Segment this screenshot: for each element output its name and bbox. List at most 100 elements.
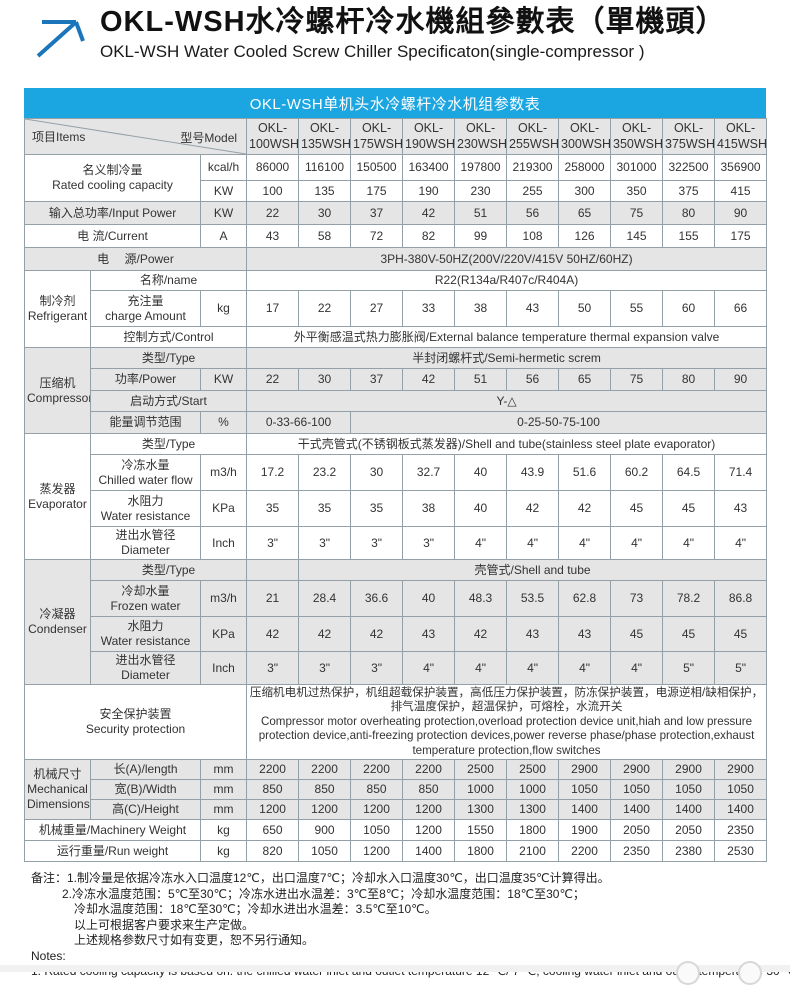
unit-cell: KW	[199, 201, 248, 225]
value-cell: 2200	[350, 759, 404, 781]
value-cell: 2900	[662, 759, 716, 781]
row-label: 长(A)/length	[90, 759, 201, 781]
value-cell: 35	[246, 490, 300, 527]
value-cell: 230	[454, 180, 508, 202]
energy-range-low: 0-33-66-100	[246, 411, 352, 434]
bottom-strip	[0, 961, 790, 985]
evaporator-type-value: 干式壳管式(不锈钢板式蒸发器)/Shell and tube(stainless…	[246, 433, 768, 455]
model-header-cell: OKL- 255WSH	[506, 118, 560, 155]
row-label: 进出水管径 Diameter	[90, 526, 201, 560]
value-cell: 1300	[506, 799, 560, 821]
value-cell: 1800	[454, 840, 508, 863]
value-cell: 1400	[402, 840, 456, 863]
value-cell: 1050	[662, 779, 716, 801]
value-cell: 1050	[298, 840, 352, 863]
value-cell: 42	[246, 616, 300, 652]
value-cell: 375	[662, 180, 716, 202]
value-cell: 301000	[610, 154, 664, 181]
note-line: 冷却水温度范围：18℃至30℃；冷却水进出水温差：3.5℃至10℃。	[74, 902, 437, 917]
row-label: 类型/Type	[89, 347, 248, 369]
table-row: 机械重量/Machinery Weight kg 650 900 1050 1200 155…	[24, 819, 768, 842]
model-header-cell: OKL- 300WSH	[558, 118, 612, 155]
value-cell: 45	[662, 490, 716, 527]
value-cell: 99	[454, 224, 508, 248]
row-label: 水阻力 Water resistance	[90, 490, 201, 527]
value-cell: 45	[714, 616, 768, 652]
unit-cell: KPa	[199, 616, 248, 652]
value-cell: 17	[246, 290, 300, 327]
unit-cell: mm	[199, 799, 248, 821]
value-cell: 3"	[402, 526, 456, 560]
value-cell: 1400	[610, 799, 664, 821]
table-row: 进出水管径 Diameter Inch 3" 3" 3" 3" 4" 4" 4" 4" 4" 4"	[25, 526, 768, 560]
page-title-cn: OKL-WSH水冷螺杆冷水機組參數表（單機頭）	[100, 6, 726, 38]
value-cell: 1200	[246, 799, 300, 821]
unit-cell: A	[199, 224, 248, 248]
group-label-condenser: 冷凝器 Condenser	[24, 559, 91, 685]
unit-cell: kg	[199, 819, 248, 842]
row-label: 类型/Type	[89, 559, 248, 581]
model-header-cell: OKL- 230WSH	[454, 118, 508, 155]
value-cell: 80	[662, 368, 716, 391]
value-cell: 4"	[454, 526, 508, 560]
table-row: 充注量 charge Amount kg 17 22 27 33 38 43 50 55 60 66	[25, 290, 768, 327]
value-cell: 4"	[558, 651, 612, 685]
footer-circle-icon	[738, 961, 762, 985]
value-cell: 1550	[454, 819, 508, 842]
value-cell: 37	[350, 201, 404, 225]
value-cell: 43	[714, 490, 768, 527]
value-cell: 45	[662, 616, 716, 652]
group-label-evaporator: 蒸发器 Evaporator	[24, 433, 91, 560]
value-cell: 36.6	[350, 580, 404, 617]
value-cell: 42	[298, 616, 352, 652]
value-cell: 50	[558, 290, 612, 327]
value-cell: 1200	[350, 799, 404, 821]
model-label: 型号Model	[180, 131, 238, 145]
value-cell: 300	[558, 180, 612, 202]
value-cell: 850	[298, 779, 352, 801]
value-cell: 45	[610, 490, 664, 527]
value-cell: 82	[402, 224, 456, 248]
table-row: 名义制冷量 Rated cooling capacity kcal/h 86000 1…	[24, 154, 768, 202]
value-cell: 4"	[662, 526, 716, 560]
power-supply-value: 3PH-380V-50HZ(200V/220V/415V 50HZ/60HZ)	[246, 247, 768, 271]
items-label: 项目Items	[32, 130, 86, 144]
unit-cell: KW	[199, 180, 248, 202]
value-cell: 30	[350, 454, 404, 491]
value-cell: 42	[402, 201, 456, 225]
row-label: 充注量 charge Amount	[90, 290, 201, 327]
value-cell: 4"	[610, 526, 664, 560]
footer-circle-icon	[676, 961, 700, 985]
value-cell: 2200	[558, 840, 612, 863]
row-label-run-weight: 运行重量/Run weight	[24, 840, 201, 863]
spec-table-body: 项目Items 型号Model OKL- 100WSH OKL- 135WSH OKL-…	[23, 118, 768, 863]
table-row: 输入总功率/Input Power KW 22 30 37 42 51 56 65 75 80 90	[24, 201, 768, 225]
model-header-cell: OKL- 375WSH	[662, 118, 716, 155]
model-header-cell: OKL- 350WSH	[610, 118, 664, 155]
unit-cell: m3/h	[199, 580, 248, 617]
value-cell: 145	[610, 224, 664, 248]
value-cell: 2200	[298, 759, 352, 781]
model-header-cell: OKL- 100WSH	[246, 118, 300, 155]
row-label: 水阻力 Water resistance	[90, 616, 201, 652]
model-header-cell: OKL- 175WSH	[350, 118, 404, 155]
table-row: 启动方式/Start Y-△	[25, 390, 768, 412]
value-cell: 1200	[298, 799, 352, 821]
row-label: 宽(B)/Width	[90, 779, 201, 801]
row-label: 进出水管径 Diameter	[90, 651, 201, 685]
value-cell: 22	[246, 368, 300, 391]
refrigerant-name-value: R22(R134a/R407c/R404A)	[246, 270, 768, 291]
value-cell: 135	[298, 180, 352, 202]
value-cell: 3"	[298, 526, 352, 560]
note-line: Notes:	[31, 948, 66, 963]
value-cell: 850	[402, 779, 456, 801]
value-cell: 65	[558, 368, 612, 391]
value-cell: 1200	[402, 819, 456, 842]
value-cell: 1200	[402, 799, 456, 821]
row-label-input-power: 输入总功率/Input Power	[24, 201, 201, 225]
value-cell: 900	[298, 819, 352, 842]
value-cell: 23.2	[298, 454, 352, 491]
note-line: 备注：1.制冷量是依据冷冻水入口温度12℃，出口温度7℃；冷却水入口温度30℃，…	[31, 871, 610, 886]
model-header-cell: OKL- 135WSH	[298, 118, 352, 155]
value-cell: 40	[454, 454, 508, 491]
